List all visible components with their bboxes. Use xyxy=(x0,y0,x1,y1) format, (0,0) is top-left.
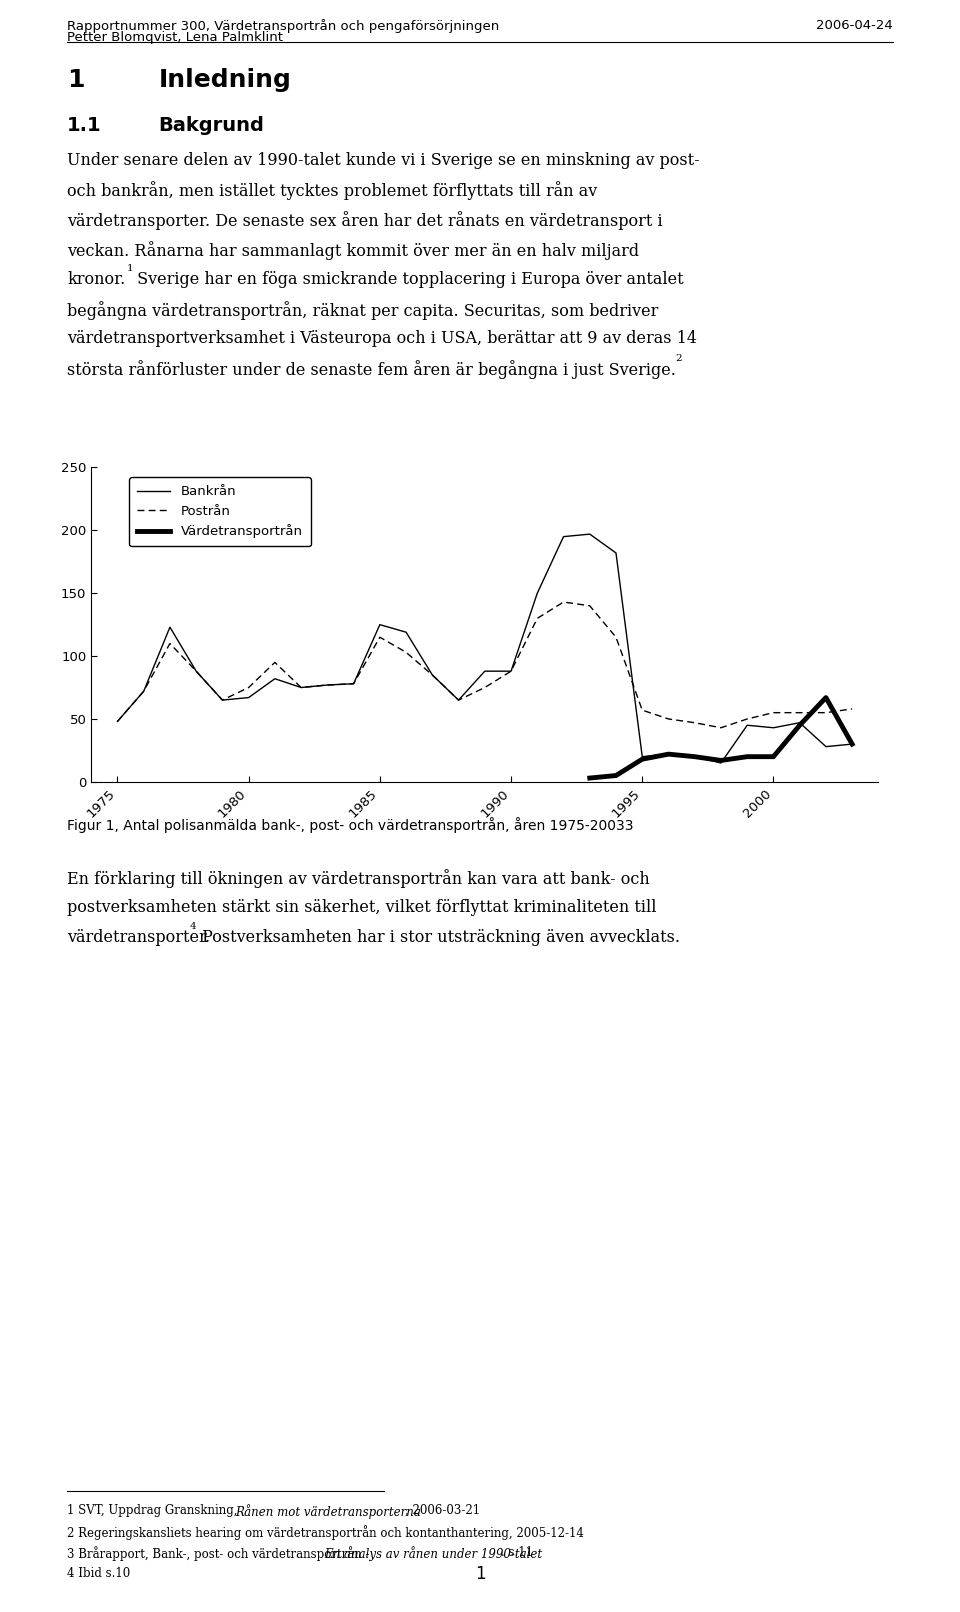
Text: värdetransportverksamhet i Västeuropa och i USA, berättar att 9 av deras 14: värdetransportverksamhet i Västeuropa oc… xyxy=(67,330,697,348)
Text: Bakgrund: Bakgrund xyxy=(158,116,264,135)
Text: 1: 1 xyxy=(127,264,133,274)
Text: 2 Regeringskansliets hearing om värdetransportrån och kontanthantering, 2005-12-: 2 Regeringskansliets hearing om värdetra… xyxy=(67,1525,584,1539)
Text: kronor.: kronor. xyxy=(67,271,126,289)
Text: , 2006-03-21: , 2006-03-21 xyxy=(405,1504,480,1517)
Text: begångna värdetransportrån, räknat per capita. Securitas, som bedriver: begångna värdetransportrån, räknat per c… xyxy=(67,300,659,319)
Text: 4 Ibid s.10: 4 Ibid s.10 xyxy=(67,1567,131,1580)
Text: största rånförluster under de senaste fem åren är begångna i just Sverige.: största rånförluster under de senaste fe… xyxy=(67,361,676,379)
Text: Under senare delen av 1990-talet kunde vi i Sverige se en minskning av post-: Under senare delen av 1990-talet kunde v… xyxy=(67,152,700,169)
Text: Rånen mot värdetransporterna: Rånen mot värdetransporterna xyxy=(235,1504,421,1519)
Text: 1: 1 xyxy=(67,68,84,92)
Text: Sverige har en föga smickrande topplacering i Europa över antalet: Sverige har en föga smickrande topplacer… xyxy=(132,271,684,289)
Text: 1.1: 1.1 xyxy=(67,116,102,135)
Text: Inledning: Inledning xyxy=(158,68,291,92)
Text: 3 Brårapport, Bank-, post- och värdetransportrån -: 3 Brårapport, Bank-, post- och värdetran… xyxy=(67,1546,373,1560)
Text: . s.11: . s.11 xyxy=(501,1546,533,1559)
Text: Rapportnummer 300, Värdetransportrån och pengaförsörjningen: Rapportnummer 300, Värdetransportrån och… xyxy=(67,19,499,34)
Text: värdetransporter.: värdetransporter. xyxy=(67,929,210,946)
Text: 4: 4 xyxy=(190,922,197,932)
Text: värdetransporter. De senaste sex åren har det rånats en värdetransport i: värdetransporter. De senaste sex åren ha… xyxy=(67,211,662,231)
Text: postverksamheten stärkt sin säkerhet, vilket förflyttat kriminaliteten till: postverksamheten stärkt sin säkerhet, vi… xyxy=(67,899,657,916)
Text: 2006-04-24: 2006-04-24 xyxy=(816,19,893,32)
Text: En analys av rånen under 1990-talet: En analys av rånen under 1990-talet xyxy=(324,1546,542,1560)
Text: 1 SVT, Uppdrag Granskning,: 1 SVT, Uppdrag Granskning, xyxy=(67,1504,242,1517)
Text: 1: 1 xyxy=(474,1565,486,1583)
Text: En förklaring till ökningen av värdetransportrån kan vara att bank- och: En förklaring till ökningen av värdetran… xyxy=(67,869,650,888)
Legend: Bankrån, Postrån, Värdetransportrån: Bankrån, Postrån, Värdetransportrån xyxy=(130,477,311,546)
Text: 2: 2 xyxy=(675,355,682,363)
Text: Petter Blomqvist, Lena Palmklint: Petter Blomqvist, Lena Palmklint xyxy=(67,31,283,44)
Text: veckan. Rånarna har sammanlagt kommit över mer än en halv miljard: veckan. Rånarna har sammanlagt kommit öv… xyxy=(67,240,639,260)
Text: och bankrån, men istället tycktes problemet förflyttats till rån av: och bankrån, men istället tycktes proble… xyxy=(67,181,597,200)
Text: Postverksamheten har i stor utsträckning även avvecklats.: Postverksamheten har i stor utsträckning… xyxy=(197,929,680,946)
Text: Figur 1, Antal polisanmälda bank-, post- och värdetransportrån, åren 1975-20033: Figur 1, Antal polisanmälda bank-, post-… xyxy=(67,817,634,833)
